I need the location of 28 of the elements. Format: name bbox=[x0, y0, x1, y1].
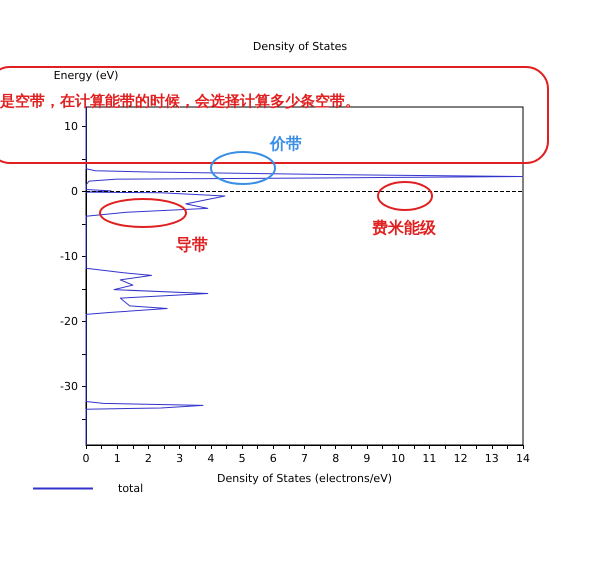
annotation: 价带 bbox=[270, 134, 302, 155]
x-tick-label: 7 bbox=[301, 452, 308, 465]
y-tick-label: -30 bbox=[60, 380, 78, 393]
x-tick-label: 12 bbox=[454, 452, 468, 465]
y-axis-title: Energy (eV) bbox=[54, 69, 118, 82]
text: total bbox=[118, 482, 144, 495]
x-axis-title: Density of States (electrons/eV) bbox=[216, 472, 392, 485]
x-tick-label: 6 bbox=[270, 452, 277, 465]
annotation: 是空带，在计算能带的时候，会选择计算多少条空带。 bbox=[0, 92, 360, 111]
annotation: 导带 bbox=[176, 235, 208, 256]
chart-title: Density of States bbox=[252, 40, 348, 53]
x-tick-label: 4 bbox=[207, 452, 214, 465]
x-tick-label: 11 bbox=[422, 452, 436, 465]
y-tick-label: 10 bbox=[64, 120, 78, 133]
x-tick-label: 8 bbox=[332, 452, 340, 465]
x-tick-label: 14 bbox=[516, 452, 530, 465]
y-tick-label: -10 bbox=[60, 250, 78, 263]
x-tick-label: 0 bbox=[82, 452, 90, 465]
x-tick-label: 3 bbox=[176, 452, 184, 465]
x-tick-label: 5 bbox=[238, 452, 246, 465]
x-tick-label: 2 bbox=[144, 452, 152, 465]
x-tick-label: 13 bbox=[484, 452, 499, 465]
x-tick-label: 9 bbox=[363, 452, 370, 465]
y-tick-label: -20 bbox=[60, 315, 78, 328]
x-tick-label: 10 bbox=[391, 452, 406, 465]
annotation: 费米能级 bbox=[372, 218, 436, 239]
x-tick-label: 1 bbox=[114, 452, 121, 465]
y-tick-label: 0 bbox=[71, 185, 78, 198]
